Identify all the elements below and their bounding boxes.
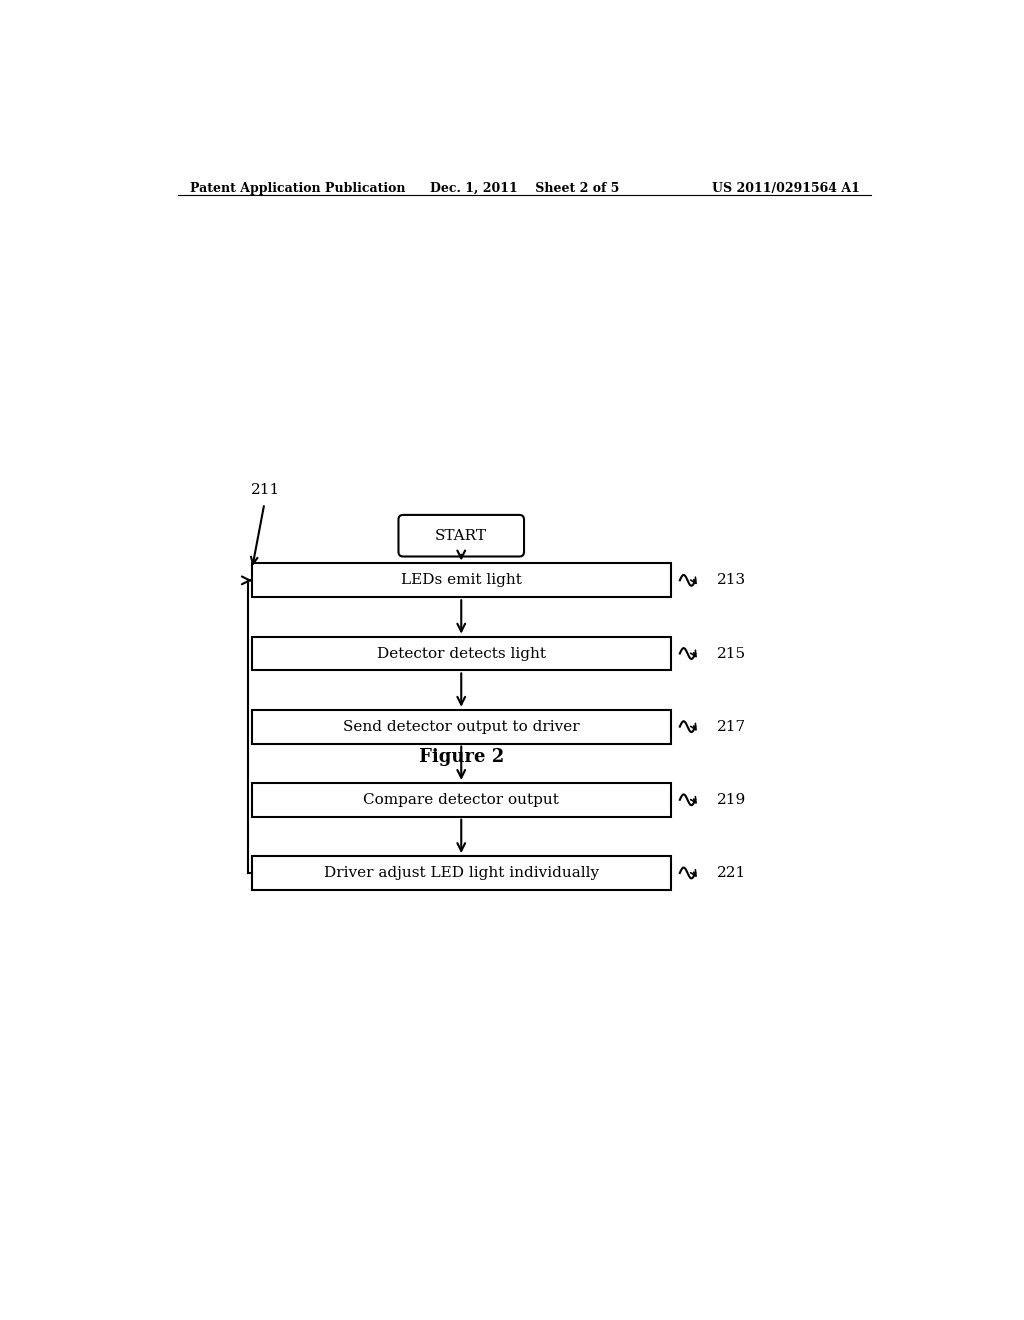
Text: US 2011/0291564 A1: US 2011/0291564 A1 bbox=[712, 182, 859, 194]
Text: Driver adjust LED light individually: Driver adjust LED light individually bbox=[324, 866, 599, 880]
Text: LEDs emit light: LEDs emit light bbox=[400, 573, 521, 587]
Text: Send detector output to driver: Send detector output to driver bbox=[343, 719, 580, 734]
Text: 213: 213 bbox=[717, 573, 746, 587]
Text: Dec. 1, 2011    Sheet 2 of 5: Dec. 1, 2011 Sheet 2 of 5 bbox=[430, 182, 620, 194]
Bar bbox=[252, 783, 671, 817]
FancyBboxPatch shape bbox=[398, 515, 524, 557]
Bar bbox=[252, 857, 671, 890]
Text: 215: 215 bbox=[717, 647, 746, 660]
Text: 211: 211 bbox=[251, 483, 280, 496]
Text: Compare detector output: Compare detector output bbox=[364, 793, 559, 807]
Text: START: START bbox=[435, 529, 487, 543]
Bar bbox=[252, 636, 671, 671]
Text: 217: 217 bbox=[717, 719, 746, 734]
Bar bbox=[252, 710, 671, 743]
Text: Patent Application Publication: Patent Application Publication bbox=[190, 182, 406, 194]
Text: Figure 2: Figure 2 bbox=[419, 748, 504, 767]
Text: 219: 219 bbox=[717, 793, 746, 807]
Bar bbox=[252, 564, 671, 598]
Text: 221: 221 bbox=[717, 866, 746, 880]
Text: Detector detects light: Detector detects light bbox=[377, 647, 546, 660]
